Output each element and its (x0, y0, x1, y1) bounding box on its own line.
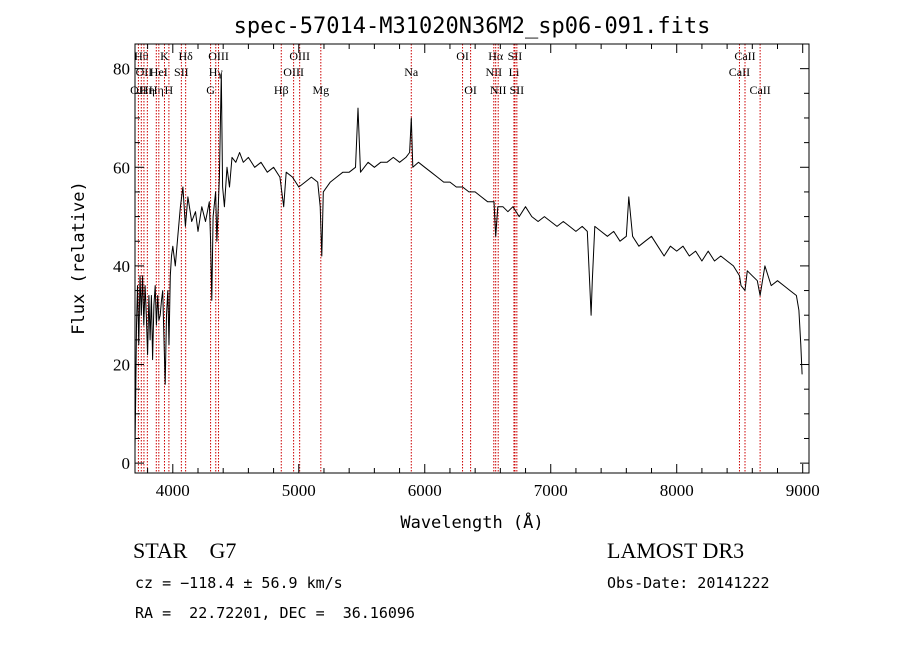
survey-label: LAMOST DR3 (607, 538, 745, 563)
x-tick-label: 4000 (156, 481, 190, 500)
y-tick-label: 80 (113, 60, 130, 79)
obs-date-label: Obs-Date: 20141222 (607, 574, 770, 592)
marker-label: Hβ (274, 83, 289, 97)
x-tick-label: 5000 (282, 481, 316, 500)
marker-label: CaII (734, 49, 755, 63)
marker-label: Hη (140, 83, 155, 97)
series-line-0 (134, 73, 803, 449)
marker-label: Mg (312, 83, 329, 97)
x-tick-label: 7000 (534, 481, 568, 500)
marker-label: NII (485, 65, 502, 79)
x-tick-label: 8000 (660, 481, 694, 500)
marker-label: G (206, 83, 215, 97)
y-axis-ticks: 0 20 40 60 80 (113, 60, 809, 473)
class-label: STAR G7 (133, 538, 237, 563)
marker-label: H (165, 83, 174, 97)
marker-label: NII (490, 83, 507, 97)
marker-label: Li (509, 65, 520, 79)
marker-label: OIII (283, 65, 304, 79)
marker-label: OIII (289, 49, 310, 63)
line-markers: OIIHθOIIHηHηHeIKHSIIHδGHγOIIIHβOIIIOIIIM… (130, 44, 771, 473)
spectrum-series (134, 73, 803, 449)
marker-label: CaII (729, 65, 750, 79)
marker-label: K (160, 49, 169, 63)
marker-label: OIII (208, 49, 229, 63)
marker-label: CaII (749, 83, 770, 97)
y-tick-label: 20 (113, 356, 130, 375)
marker-label: OII (130, 83, 147, 97)
x-axis-label: Wavelength (Å) (400, 511, 543, 533)
marker-label: Na (404, 65, 419, 79)
marker-label: OI (464, 83, 477, 97)
x-axis-ticks: 4000 5000 6000 7000 8000 9000 (147, 44, 820, 500)
marker-label: SII (174, 65, 189, 79)
redshift-label: cz = −118.4 ± 56.9 km/s (135, 574, 343, 592)
marker-label: HeI (150, 65, 168, 79)
y-tick-label: 40 (113, 257, 130, 276)
marker-label: SII (510, 83, 525, 97)
marker-label: Hα (488, 49, 504, 63)
coords-label: RA = 22.72201, DEC = 36.16096 (135, 604, 415, 622)
marker-label: OI (456, 49, 469, 63)
x-tick-label: 9000 (786, 481, 820, 500)
y-axis-label: Flux (relative) (69, 181, 89, 335)
chart-title: spec-57014-M31020N36M2_sp06-091.fits (234, 14, 711, 39)
x-tick-label: 6000 (408, 481, 442, 500)
y-tick-label: 0 (122, 454, 131, 473)
marker-label: Hη (149, 83, 164, 97)
plot-frame (134, 43, 810, 474)
marker-label: Hγ (209, 65, 224, 79)
marker-label: Hδ (178, 49, 193, 63)
y-tick-label: 60 (113, 158, 130, 177)
marker-label: Hθ (134, 49, 149, 63)
marker-label: SII (508, 49, 523, 63)
